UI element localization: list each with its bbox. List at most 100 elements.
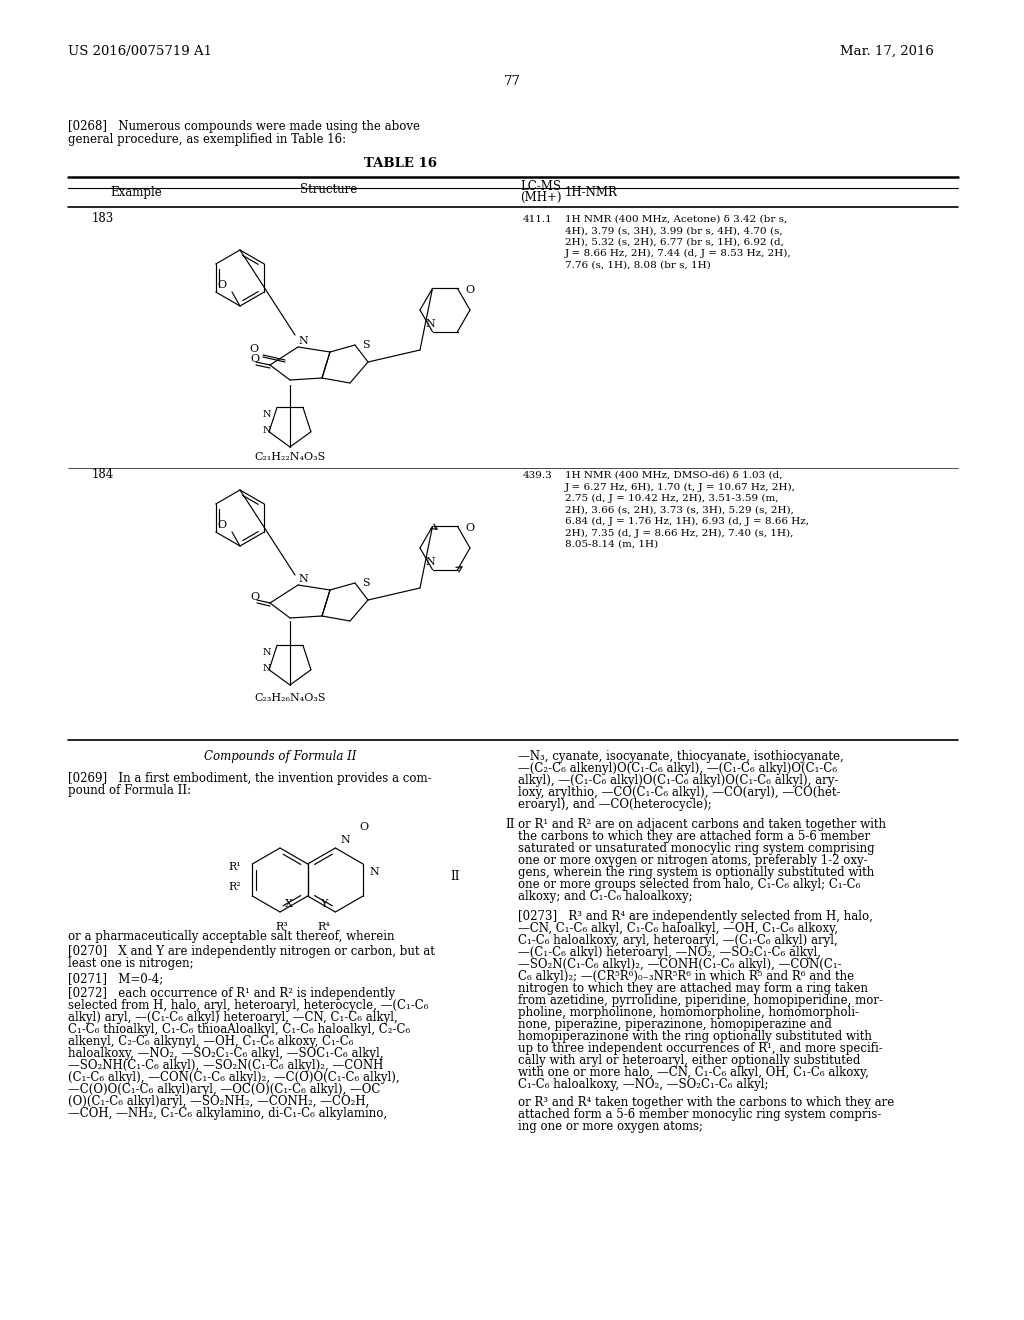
Text: alkoxy; and C₁-C₆ haloalkoxy;: alkoxy; and C₁-C₆ haloalkoxy; <box>518 890 692 903</box>
Text: —(C₂-C₆ alkenyl)O(C₁-C₆ alkyl), —(C₁-C₆ alkyl)O(C₁-C₆: —(C₂-C₆ alkenyl)O(C₁-C₆ alkyl), —(C₁-C₆ … <box>518 762 838 775</box>
Text: R⁴: R⁴ <box>317 921 330 932</box>
Text: nitrogen to which they are attached may form a ring taken: nitrogen to which they are attached may … <box>518 982 868 995</box>
Text: —SO₂N(C₁-C₆ alkyl)₂, —CONH(C₁-C₆ alkyl), —CON(C₁-: —SO₂N(C₁-C₆ alkyl)₂, —CONH(C₁-C₆ alkyl),… <box>518 958 842 972</box>
Text: X: X <box>285 899 293 909</box>
Text: general procedure, as exemplified in Table 16:: general procedure, as exemplified in Tab… <box>68 133 346 147</box>
Text: 6.84 (d, J = 1.76 Hz, 1H), 6.93 (d, J = 8.66 Hz,: 6.84 (d, J = 1.76 Hz, 1H), 6.93 (d, J = … <box>565 517 809 525</box>
Text: O: O <box>249 345 258 354</box>
Text: 2.75 (d, J = 10.42 Hz, 2H), 3.51-3.59 (m,: 2.75 (d, J = 10.42 Hz, 2H), 3.51-3.59 (m… <box>565 494 778 503</box>
Text: [0269]   In a first embodiment, the invention provides a com-: [0269] In a first embodiment, the invent… <box>68 772 432 785</box>
Text: eroaryl), and —CO(heterocycle);: eroaryl), and —CO(heterocycle); <box>518 799 712 810</box>
Text: O: O <box>359 822 369 832</box>
Text: J = 8.66 Hz, 2H), 7.44 (d, J = 8.53 Hz, 2H),: J = 8.66 Hz, 2H), 7.44 (d, J = 8.53 Hz, … <box>565 249 792 259</box>
Text: O: O <box>250 591 259 602</box>
Text: one or more groups selected from halo, C₁-C₆ alkyl; C₁-C₆: one or more groups selected from halo, C… <box>518 878 860 891</box>
Text: —N₃, cyanate, isocyanate, thiocyanate, isothiocyanate,: —N₃, cyanate, isocyanate, thiocyanate, i… <box>518 750 844 763</box>
Text: N: N <box>340 836 350 845</box>
Text: or R¹ and R² are on adjacent carbons and taken together with: or R¹ and R² are on adjacent carbons and… <box>518 818 886 832</box>
Text: 77: 77 <box>504 75 520 88</box>
Text: from azetidine, pyrrolidine, piperidine, homopiperidine, mor-: from azetidine, pyrrolidine, piperidine,… <box>518 994 883 1007</box>
Text: N: N <box>425 557 435 568</box>
Text: N: N <box>298 337 308 346</box>
Text: [0273]   R³ and R⁴ are independently selected from H, halo,: [0273] R³ and R⁴ are independently selec… <box>518 909 872 923</box>
Text: —(C₁-C₆ alkyl) heteroaryl, —NO₂, —SO₂C₁-C₆ alkyl,: —(C₁-C₆ alkyl) heteroaryl, —NO₂, —SO₂C₁-… <box>518 946 821 960</box>
Text: O: O <box>217 520 226 531</box>
Text: pholine, morpholinone, homomorpholine, homomorpholi-: pholine, morpholinone, homomorpholine, h… <box>518 1006 859 1019</box>
Text: N: N <box>263 648 271 657</box>
Text: the carbons to which they are attached form a 5-6 member: the carbons to which they are attached f… <box>518 830 870 843</box>
Text: 184: 184 <box>92 469 115 480</box>
Text: (C₁-C₆ alkyl), —CON(C₁-C₆ alkyl)₂, —C(O)O(C₁-C₆ alkyl),: (C₁-C₆ alkyl), —CON(C₁-C₆ alkyl)₂, —C(O)… <box>68 1071 399 1084</box>
Text: Y: Y <box>319 899 328 909</box>
Text: C₁-C₆ haloalkoxy, —NO₂, —SO₂C₁-C₆ alkyl;: C₁-C₆ haloalkoxy, —NO₂, —SO₂C₁-C₆ alkyl; <box>518 1078 768 1092</box>
Text: N: N <box>263 426 271 436</box>
Text: C₁-C₆ thioalkyl, C₁-C₆ thioaAloalkyl, C₁-C₆ haloalkyl, C₂-C₆: C₁-C₆ thioalkyl, C₁-C₆ thioaAloalkyl, C₁… <box>68 1023 411 1036</box>
Text: R³: R³ <box>275 921 288 932</box>
Text: O: O <box>250 354 259 364</box>
Text: 183: 183 <box>92 213 115 224</box>
Text: S: S <box>362 341 370 350</box>
Text: (O)(C₁-C₆ alkyl)aryl, —SO₂NH₂, —CONH₂, —CO₂H,: (O)(C₁-C₆ alkyl)aryl, —SO₂NH₂, —CONH₂, —… <box>68 1096 370 1107</box>
Text: R²: R² <box>228 882 241 892</box>
Text: J = 6.27 Hz, 6H), 1.70 (t, J = 10.67 Hz, 2H),: J = 6.27 Hz, 6H), 1.70 (t, J = 10.67 Hz,… <box>565 482 796 491</box>
Text: 2H), 5.32 (s, 2H), 6.77 (br s, 1H), 6.92 (d,: 2H), 5.32 (s, 2H), 6.77 (br s, 1H), 6.92… <box>565 238 784 247</box>
Text: TABLE 16: TABLE 16 <box>364 157 436 170</box>
Text: [0270]   X and Y are independently nitrogen or carbon, but at: [0270] X and Y are independently nitroge… <box>68 945 435 958</box>
Text: 4H), 3.79 (s, 3H), 3.99 (br s, 4H), 4.70 (s,: 4H), 3.79 (s, 3H), 3.99 (br s, 4H), 4.70… <box>565 227 782 235</box>
Text: loxy, arylthio, —CO(C₁-C₆ alkyl), —CO(aryl), —CO(het-: loxy, arylthio, —CO(C₁-C₆ alkyl), —CO(ar… <box>518 785 841 799</box>
Text: alkenyl, C₂-C₆ alkynyl, —OH, C₁-C₆ alkoxy, C₁-C₆: alkenyl, C₂-C₆ alkynyl, —OH, C₁-C₆ alkox… <box>68 1035 353 1048</box>
Text: cally with aryl or heteroaryl, either optionally substituted: cally with aryl or heteroaryl, either op… <box>518 1053 860 1067</box>
Text: II: II <box>505 818 514 832</box>
Text: C₂₁H₂₂N₄O₃S: C₂₁H₂₂N₄O₃S <box>254 451 326 462</box>
Text: US 2016/0075719 A1: US 2016/0075719 A1 <box>68 45 212 58</box>
Text: least one is nitrogen;: least one is nitrogen; <box>68 957 194 970</box>
Text: 8.05-8.14 (m, 1H): 8.05-8.14 (m, 1H) <box>565 540 658 549</box>
Text: selected from H, halo, aryl, heteroaryl, heterocycle, —(C₁-C₆: selected from H, halo, aryl, heteroaryl,… <box>68 999 428 1012</box>
Text: homopiperazinone with the ring optionally substituted with: homopiperazinone with the ring optionall… <box>518 1030 871 1043</box>
Text: C₂₃H₂₆N₄O₃S: C₂₃H₂₆N₄O₃S <box>254 693 326 704</box>
Text: pound of Formula II:: pound of Formula II: <box>68 784 191 797</box>
Text: S: S <box>362 578 370 587</box>
Text: alkyl), —(C₁-C₆ alkyl)O(C₁-C₆ alkyl)O(C₁-C₆ alkyl), ary-: alkyl), —(C₁-C₆ alkyl)O(C₁-C₆ alkyl)O(C₁… <box>518 774 839 787</box>
Text: 1H NMR (400 MHz, DMSO-d6) δ 1.03 (d,: 1H NMR (400 MHz, DMSO-d6) δ 1.03 (d, <box>565 471 782 480</box>
Text: ing one or more oxygen atoms;: ing one or more oxygen atoms; <box>518 1119 703 1133</box>
Text: [0272]   each occurrence of R¹ and R² is independently: [0272] each occurrence of R¹ and R² is i… <box>68 987 395 1001</box>
Text: 1H NMR (400 MHz, Acetone) δ 3.42 (br s,: 1H NMR (400 MHz, Acetone) δ 3.42 (br s, <box>565 215 787 224</box>
Text: Structure: Structure <box>300 183 357 195</box>
Text: Compounds of Formula II: Compounds of Formula II <box>204 750 356 763</box>
Text: R¹: R¹ <box>228 862 241 873</box>
Text: none, piperazine, piperazinone, homopiperazine and: none, piperazine, piperazinone, homopipe… <box>518 1018 831 1031</box>
Text: gens, wherein the ring system is optionally substituted with: gens, wherein the ring system is optiona… <box>518 866 874 879</box>
Text: [0268]   Numerous compounds were made using the above: [0268] Numerous compounds were made usin… <box>68 120 420 133</box>
Text: LC-MS: LC-MS <box>520 180 561 193</box>
Text: 7.76 (s, 1H), 8.08 (br s, 1H): 7.76 (s, 1H), 8.08 (br s, 1H) <box>565 261 711 271</box>
Text: 2H), 7.35 (d, J = 8.66 Hz, 2H), 7.40 (s, 1H),: 2H), 7.35 (d, J = 8.66 Hz, 2H), 7.40 (s,… <box>565 528 794 537</box>
Text: —COH, —NH₂, C₁-C₆ alkylamino, di-C₁-C₆ alkylamino,: —COH, —NH₂, C₁-C₆ alkylamino, di-C₁-C₆ a… <box>68 1107 387 1119</box>
Text: O: O <box>217 280 226 290</box>
Text: O: O <box>465 523 474 533</box>
Text: or R³ and R⁴ taken together with the carbons to which they are: or R³ and R⁴ taken together with the car… <box>518 1096 894 1109</box>
Text: 439.3: 439.3 <box>523 471 553 480</box>
Text: C₁-C₆ haloalkoxy, aryl, heteroaryl, —(C₁-C₆ alkyl) aryl,: C₁-C₆ haloalkoxy, aryl, heteroaryl, —(C₁… <box>518 935 838 946</box>
Text: 1H-NMR: 1H-NMR <box>565 186 617 199</box>
Text: haloalkoxy, —NO₂, —SO₂C₁-C₆ alkyl, —SOC₁-C₆ alkyl,: haloalkoxy, —NO₂, —SO₂C₁-C₆ alkyl, —SOC₁… <box>68 1047 384 1060</box>
Text: Example: Example <box>110 186 162 199</box>
Text: C₆ alkyl)₂; —(CR⁵R⁶)₀₋₃NR⁵R⁶ in which R⁵ and R⁶ and the: C₆ alkyl)₂; —(CR⁵R⁶)₀₋₃NR⁵R⁶ in which R⁵… <box>518 970 854 983</box>
Text: saturated or unsaturated monocylic ring system comprising: saturated or unsaturated monocylic ring … <box>518 842 874 855</box>
Text: —CN, C₁-C₆ alkyl, C₁-C₆ haloalkyl, —OH, C₁-C₆ alkoxy,: —CN, C₁-C₆ alkyl, C₁-C₆ haloalkyl, —OH, … <box>518 921 838 935</box>
Text: N: N <box>425 319 435 329</box>
Text: II: II <box>450 870 460 883</box>
Text: one or more oxygen or nitrogen atoms, preferably 1-2 oxy-: one or more oxygen or nitrogen atoms, pr… <box>518 854 867 867</box>
Text: or a pharmaceutically acceptable salt thereof, wherein: or a pharmaceutically acceptable salt th… <box>68 931 394 942</box>
Text: [0271]   M=0-4;: [0271] M=0-4; <box>68 972 163 985</box>
Text: O: O <box>465 285 474 294</box>
Text: (MH+): (MH+) <box>520 191 561 205</box>
Text: Mar. 17, 2016: Mar. 17, 2016 <box>840 45 934 58</box>
Text: 411.1: 411.1 <box>523 215 553 224</box>
Text: 2H), 3.66 (s, 2H), 3.73 (s, 3H), 5.29 (s, 2H),: 2H), 3.66 (s, 2H), 3.73 (s, 3H), 5.29 (s… <box>565 506 794 515</box>
Text: N: N <box>298 574 308 583</box>
Text: attached form a 5-6 member monocylic ring system compris-: attached form a 5-6 member monocylic rin… <box>518 1107 882 1121</box>
Text: N: N <box>263 411 271 418</box>
Text: up to three independent occurrences of R¹, and more specifi-: up to three independent occurrences of R… <box>518 1041 883 1055</box>
Text: —C(O)O(C₁-C₆ alkyl)aryl, —OC(O)(C₁-C₆ alkyl), —OC: —C(O)O(C₁-C₆ alkyl)aryl, —OC(O)(C₁-C₆ al… <box>68 1082 380 1096</box>
